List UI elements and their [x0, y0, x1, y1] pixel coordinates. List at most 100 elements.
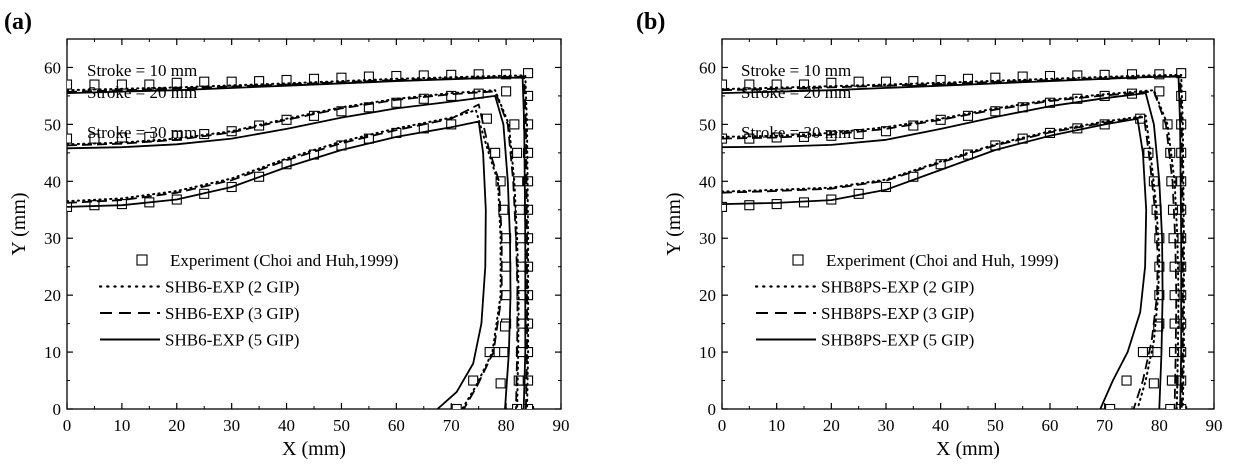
- experiment-point: [1154, 86, 1165, 97]
- experiment-point: [1126, 69, 1138, 80]
- y-tick-label: 60: [44, 58, 61, 77]
- experiment-point: [499, 321, 511, 332]
- plot-area: [722, 68, 1187, 409]
- y-tick-label: 30: [44, 229, 61, 248]
- experiment-point: [495, 176, 506, 187]
- experiment-point: [908, 76, 919, 87]
- y-tick-label: 0: [708, 400, 717, 419]
- experiment-point: [1154, 233, 1165, 244]
- stroke-annotation: Stroke = 30 mm: [87, 123, 197, 142]
- series-line-dashed-stroke-1: [722, 90, 1178, 409]
- stroke-annotation: Stroke = 20 mm: [741, 83, 851, 102]
- series-line-dotted-stroke-2: [722, 114, 1161, 409]
- series-line-dotted-stroke-1: [67, 89, 520, 409]
- experiment-point: [1148, 378, 1159, 389]
- x-tick-label: 50: [333, 416, 350, 435]
- x-tick-label: 70: [443, 416, 460, 435]
- legend-label: SHB6-EXP (3 GIP): [165, 304, 299, 323]
- series-0: [722, 68, 1187, 409]
- experiment-point: [226, 76, 237, 87]
- experiment-point: [199, 76, 210, 87]
- y-tick-label: 50: [44, 115, 61, 134]
- panel-label: (b): [636, 9, 665, 35]
- x-tick-label: 70: [1096, 416, 1113, 435]
- legend-label: Experiment (Choi and Huh, 1999): [826, 251, 1059, 270]
- legend-label: SHB8PS-EXP (2 GIP): [821, 278, 974, 297]
- experiment-point: [1105, 403, 1116, 409]
- experiment-point: [501, 290, 512, 301]
- experiment-point: [501, 69, 512, 80]
- x-tick-label: 10: [113, 416, 130, 435]
- series-1: [67, 74, 530, 409]
- series-3: [722, 75, 1183, 409]
- legend-marker-square: [136, 254, 148, 266]
- experiment-point: [391, 97, 402, 108]
- y-tick-label: 0: [53, 400, 62, 419]
- legend-marker-square: [792, 254, 804, 266]
- experiment-point: [826, 130, 837, 141]
- series-1: [722, 73, 1185, 409]
- experiment-point: [523, 403, 534, 409]
- experiment-point: [501, 86, 512, 97]
- x-tick-label: 90: [1206, 416, 1223, 435]
- experiment-point: [363, 102, 374, 113]
- x-axis-label: X (mm): [282, 438, 346, 460]
- x-tick-label: 10: [768, 416, 785, 435]
- panel-label: (a): [4, 9, 32, 35]
- experiment-point: [798, 79, 810, 90]
- experiment-point: [1169, 347, 1180, 358]
- x-tick-label: 40: [278, 416, 295, 435]
- series-line-dotted-stroke-2: [67, 109, 502, 409]
- y-tick-label: 40: [699, 172, 716, 191]
- series-line-solid-stroke-0: [722, 75, 1183, 409]
- legend-label: SHB6-EXP (5 GIP): [165, 331, 299, 350]
- y-tick-label: 10: [44, 343, 61, 362]
- series-line-dashed-stroke-2: [722, 116, 1159, 409]
- experiment-point: [908, 171, 919, 182]
- experiment-point: [490, 147, 501, 158]
- y-axis-label: Y (mm): [663, 192, 685, 255]
- experiment-point: [451, 403, 462, 409]
- experiment-point: [1169, 318, 1180, 329]
- series-line-solid-stroke-2: [67, 120, 487, 409]
- x-tick-label: 0: [718, 416, 727, 435]
- experiment-point: [498, 347, 509, 358]
- x-tick-label: 20: [168, 416, 185, 435]
- plot-area: [67, 68, 534, 409]
- experiment-point: [446, 90, 457, 101]
- y-tick-label: 50: [699, 115, 716, 134]
- experiment-point: [481, 113, 492, 124]
- x-tick-label: 90: [553, 416, 570, 435]
- y-tick-label: 60: [699, 58, 716, 77]
- experiment-point: [1166, 375, 1177, 386]
- legend-label: Experiment (Choi and Huh,1999): [170, 251, 399, 270]
- legend-label: SHB8PS-EXP (5 GIP): [821, 331, 974, 350]
- experiment-point: [446, 119, 457, 130]
- x-tick-label: 30: [878, 416, 895, 435]
- experiment-point: [418, 93, 429, 104]
- x-tick-label: 40: [932, 416, 949, 435]
- series-line-dotted-stroke-0: [67, 74, 530, 409]
- chart-panel-b: (b) 0 10 20 30 40 50 60 70 80 90 0 10 20 30 40 50 60 X (mm…: [636, 9, 1223, 460]
- experiment-point: [501, 261, 512, 272]
- experiment-point: [67, 79, 73, 90]
- series-line-solid-stroke-1: [722, 92, 1164, 409]
- x-axis-label: X (mm): [936, 438, 1000, 460]
- legend: Experiment (Choi and Huh, 1999) SHB8PS-EX…: [754, 251, 1059, 350]
- experiment-point: [523, 68, 534, 79]
- experiment-point: [1044, 97, 1056, 108]
- legend: Experiment (Choi and Huh,1999) SHB6-EXP (…: [98, 251, 399, 350]
- series-line-solid-stroke-2: [722, 117, 1148, 409]
- series-3: [67, 76, 527, 409]
- y-tick-label: 40: [44, 172, 61, 191]
- experiment-point: [1169, 261, 1180, 272]
- series-line-dotted-stroke-0: [722, 73, 1185, 409]
- x-tick-label: 0: [63, 416, 72, 435]
- x-tick-label: 60: [1042, 416, 1059, 435]
- experiment-point: [513, 375, 524, 386]
- x-tick-label: 50: [987, 416, 1004, 435]
- experiment-point: [722, 79, 728, 90]
- series-line-dashed-stroke-1: [67, 90, 519, 409]
- experiment-point: [514, 204, 525, 215]
- y-tick-label: 20: [699, 286, 716, 305]
